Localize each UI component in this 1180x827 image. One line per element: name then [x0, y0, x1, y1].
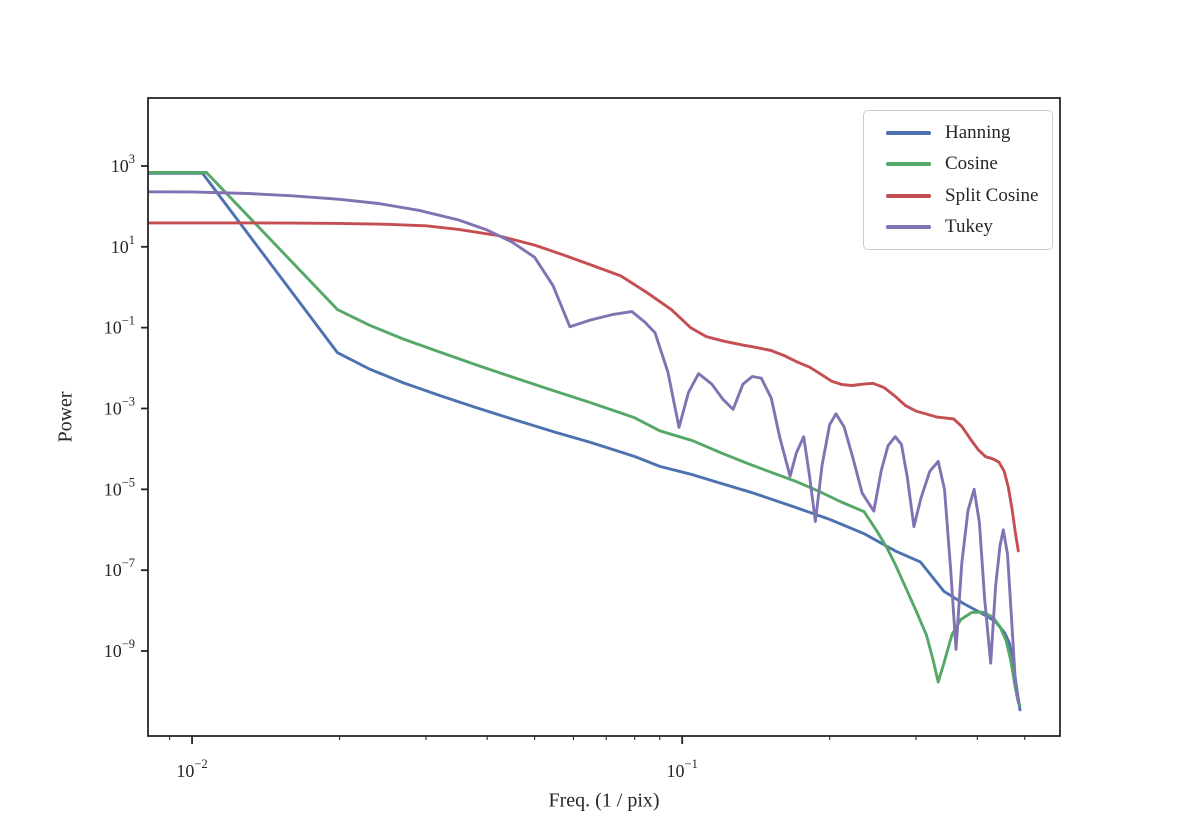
- legend-label: Cosine: [945, 153, 998, 175]
- legend-entry-tukey: Tukey: [864, 212, 1052, 244]
- legend-entry-cosine: Cosine: [864, 149, 1052, 181]
- y-tick-label: 103: [111, 152, 135, 176]
- legend-swatch-split-cosine: [886, 193, 931, 198]
- series-line-tukey: [148, 190, 1021, 706]
- x-tick-label: 10−2: [176, 757, 207, 781]
- legend-label: Split Cosine: [945, 184, 1039, 206]
- x-axis-label: Freq. (1 / pix): [548, 789, 660, 812]
- y-tick-label: 10−1: [104, 314, 135, 338]
- y-tick-label: 10−7: [104, 556, 135, 580]
- legend: Hanning Cosine Split Cosine Tukey: [863, 110, 1053, 250]
- legend-swatch-cosine: [886, 162, 931, 167]
- legend-label: Tukey: [945, 216, 993, 238]
- series-line-cosine: [148, 171, 1022, 707]
- y-tick-label: 10−9: [104, 637, 135, 661]
- x-tick-label: 10−1: [667, 757, 698, 781]
- legend-swatch-hanning: [886, 130, 931, 135]
- y-tick-label: 101: [111, 233, 135, 257]
- plot-frame: [147, 97, 1061, 737]
- legend-entry-hanning: Hanning: [864, 117, 1052, 149]
- y-axis-label: Power: [54, 391, 77, 443]
- y-tick-label: 10−5: [104, 475, 135, 499]
- y-tick-label: 10−3: [104, 394, 135, 418]
- legend-label: Hanning: [945, 121, 1011, 143]
- legend-swatch-tukey: [886, 225, 931, 230]
- series-line-split-cosine: [148, 221, 1020, 553]
- series-line-hanning: [148, 171, 1022, 712]
- legend-entry-split-cosine: Split Cosine: [864, 180, 1052, 212]
